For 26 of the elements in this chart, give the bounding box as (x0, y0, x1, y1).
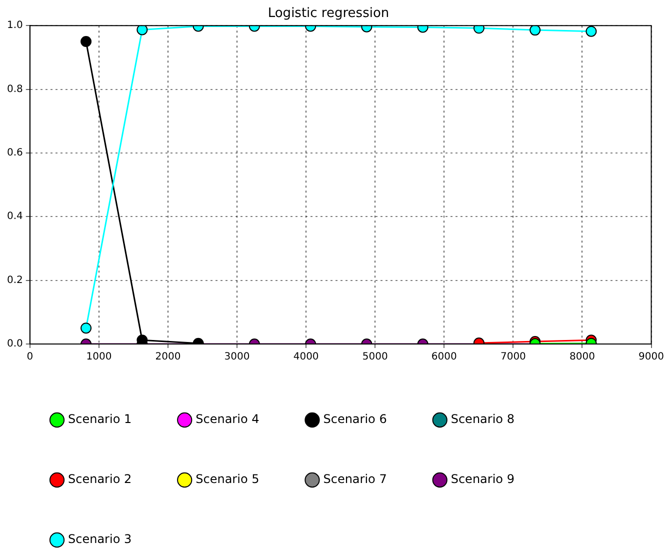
x-tick-label: 8000 (570, 352, 595, 363)
legend-label: Scenario 2 (68, 472, 132, 486)
legend-label: Scenario 9 (450, 472, 514, 486)
x-tick-label: 2000 (155, 352, 181, 363)
x-tick-label: 3000 (224, 352, 250, 363)
legend-label: Scenario 1 (68, 412, 132, 426)
y-tick-label: 0.0 (6, 338, 23, 350)
legend-label: Scenario 7 (323, 472, 387, 486)
y-tick-label: 0.8 (6, 84, 23, 95)
x-tick-label: 5000 (362, 352, 388, 363)
x-tick-label: 4000 (293, 352, 319, 363)
x-tick-label: 0 (26, 352, 34, 363)
x-tick-label: 1000 (86, 352, 112, 363)
legend-label: Scenario 8 (450, 412, 514, 426)
y-tick-label: 0.6 (6, 148, 23, 159)
legend-label: Scenario 6 (323, 412, 387, 426)
y-tick-label: 0.4 (6, 211, 23, 222)
legend-label: Scenario 5 (196, 472, 260, 486)
chart-title: Logistic regression (268, 6, 390, 22)
x-tick-label: 6000 (431, 352, 457, 363)
x-tick-label: 9000 (638, 352, 664, 363)
legend-label: Scenario 3 (68, 532, 132, 546)
y-tick-label: 1.0 (6, 20, 23, 32)
y-tick-label: 0.2 (6, 274, 23, 286)
legend-label: Scenario 4 (196, 412, 260, 426)
x-tick-label: 7000 (500, 352, 526, 363)
